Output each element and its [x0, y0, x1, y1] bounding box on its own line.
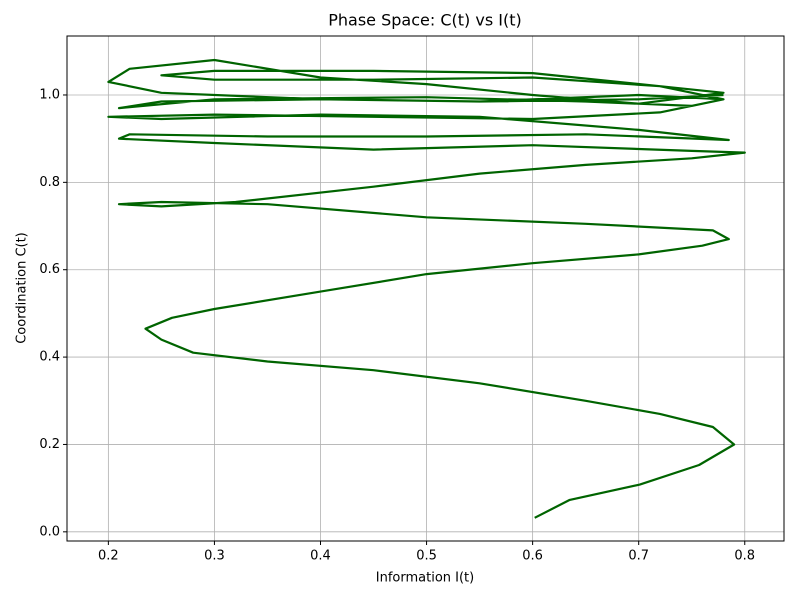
x-tick-label: 0.3: [204, 549, 225, 564]
y-tick-label: 0.0: [39, 524, 60, 539]
y-tick-label: 0.2: [39, 437, 60, 452]
x-tick-label: 0.6: [522, 549, 543, 564]
x-axis-label: Information I(t): [376, 571, 474, 586]
y-tick-label: 0.4: [39, 350, 60, 365]
y-tick-label: 0.8: [39, 175, 60, 190]
x-tick-label: 0.7: [628, 549, 649, 564]
plot-frame: [66, 35, 785, 542]
y-tick-label: 1.0: [39, 87, 60, 102]
data-line: [107, 58, 746, 519]
x-tick-label: 0.8: [734, 549, 755, 564]
chart-title: Phase Space: C(t) vs I(t): [328, 11, 521, 30]
x-tick-label: 0.5: [416, 549, 437, 564]
x-tick-label: 0.4: [310, 549, 331, 564]
x-tick-label: 0.2: [98, 549, 119, 564]
y-tick-label: 0.6: [39, 262, 60, 277]
y-axis-label: Coordination C(t): [15, 232, 30, 344]
